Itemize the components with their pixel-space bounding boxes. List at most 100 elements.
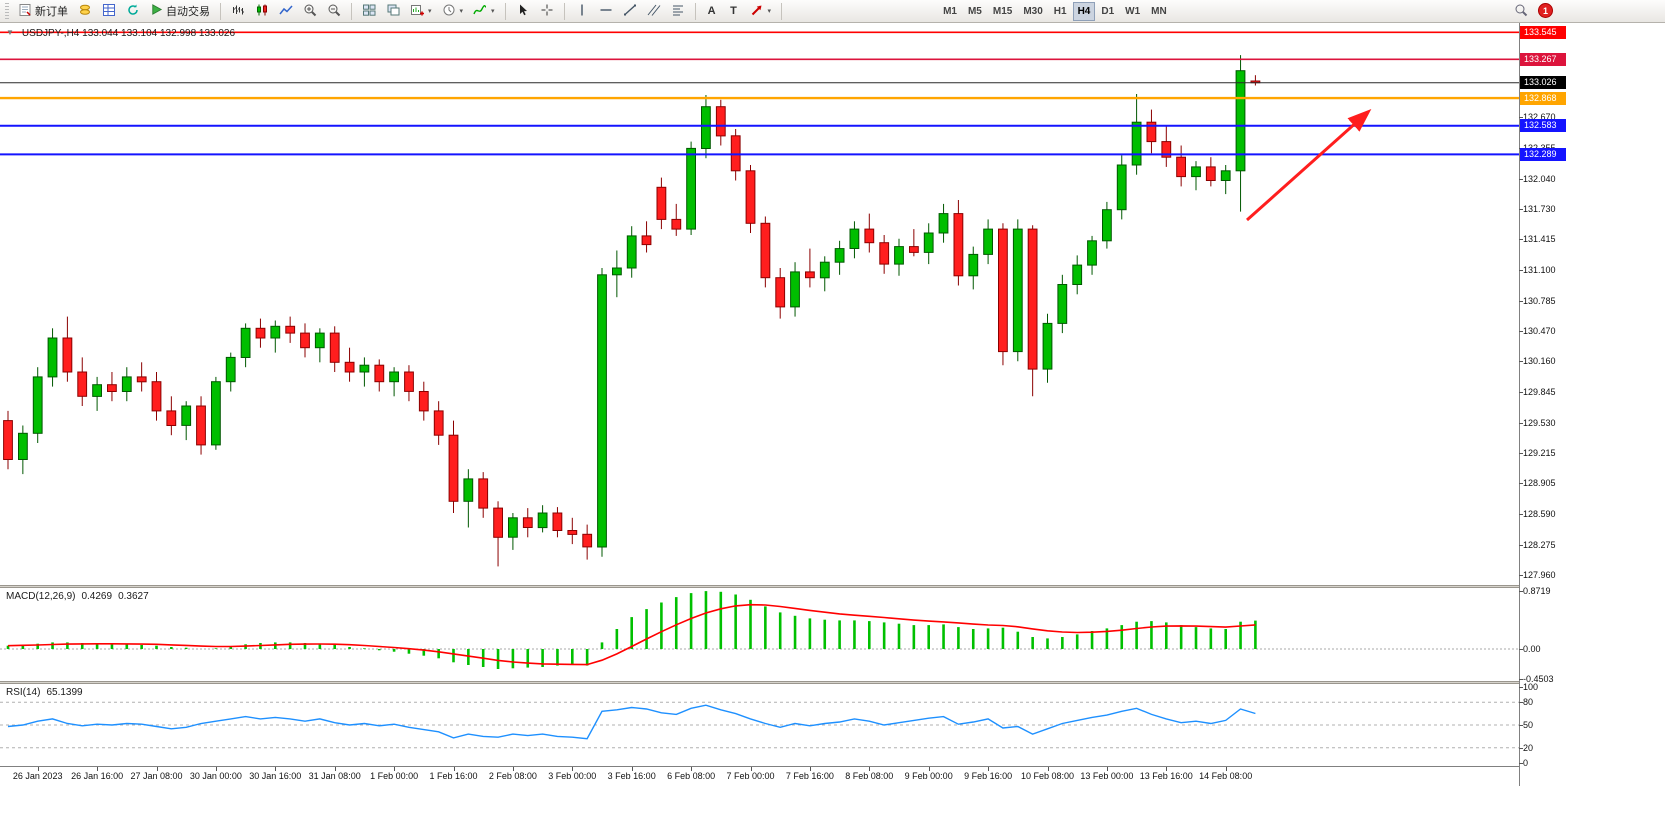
price-scale-label: 128.275 (1523, 539, 1556, 550)
time-axis[interactable]: 26 Jan 2023 26 Jan 16:00 27 Jan 08:00 30 Ja… (0, 766, 1519, 786)
toolbar-separator (694, 2, 696, 20)
channel-tool-button[interactable] (643, 2, 665, 21)
candle-body (849, 228, 860, 250)
indicators-icon (473, 3, 487, 20)
time-axis-tick (394, 767, 396, 771)
vertical-line-tool-button[interactable] (571, 2, 593, 21)
candle-body (612, 267, 622, 276)
hline-price-label[interactable]: 132.583 (1520, 119, 1566, 133)
price-scale-label: 131.415 (1523, 234, 1556, 245)
new-order-icon (18, 3, 32, 20)
rsi-axis-tick (1519, 725, 1523, 726)
zoom-out-button[interactable] (323, 2, 345, 21)
candle-body (151, 381, 162, 412)
pane-resize-separator[interactable] (0, 585, 1519, 588)
text-label-tool-button[interactable]: T (724, 2, 744, 21)
zoom-in-button[interactable] (299, 2, 321, 21)
timeframe-w1-button[interactable]: W1 (1120, 2, 1145, 21)
notification-badge[interactable]: 1 (1538, 3, 1553, 18)
toolbar-grip[interactable] (5, 3, 9, 19)
candle-body (1087, 240, 1097, 266)
cascade-windows-button[interactable] (382, 2, 404, 21)
price-scale-label: 131.100 (1523, 264, 1556, 275)
time-axis-label: 30 Jan 16:00 (249, 771, 302, 781)
price-scale-label: 128.905 (1523, 478, 1556, 489)
time-axis-tick (928, 767, 930, 771)
hline-price-label[interactable]: 132.289 (1520, 147, 1566, 161)
chart-title-row: ▼ USDJPY-,H4 133.044 133.104 132.998 133… (6, 28, 235, 39)
rsi-indicator-pane[interactable] (0, 684, 1519, 766)
line-chart-mode-button[interactable] (275, 2, 297, 21)
new-chart-button[interactable]: ▾ (406, 2, 436, 21)
hline-price-label[interactable]: 133.545 (1520, 25, 1566, 39)
timeframe-h4-button[interactable]: H4 (1072, 1, 1096, 21)
timeframe-h1-button[interactable]: H1 (1049, 2, 1072, 21)
crosshair-tool-button[interactable] (536, 2, 558, 21)
candle-body (1161, 141, 1172, 158)
time-axis-label: 1 Feb 00:00 (370, 771, 419, 781)
candle-body (448, 434, 459, 502)
text-tool-button[interactable]: A (702, 2, 722, 21)
tile-windows-button[interactable] (358, 2, 380, 21)
time-axis-tick (572, 767, 574, 771)
candle-body (909, 246, 919, 253)
profiles-button[interactable]: ▾ (438, 2, 468, 21)
hline-price-label[interactable]: 132.868 (1520, 91, 1566, 105)
one-click-trading-toggle-icon[interactable]: ▼ (6, 28, 14, 37)
chart-window: 26 Jan 2023 26 Jan 16:00 27 Jan 08:00 30 Ja… (0, 23, 1665, 836)
hline-price-label[interactable]: 133.267 (1520, 52, 1566, 66)
candle-body (1116, 164, 1127, 211)
candle-body (597, 274, 607, 548)
candle-body (300, 332, 310, 349)
dropdown-caret-icon: ▾ (491, 8, 495, 15)
navigator-button[interactable] (122, 2, 144, 21)
horizontal-line-tool-button[interactable] (595, 2, 617, 21)
timeframe-m15-button[interactable]: M15 (988, 2, 1017, 21)
candle-body (1027, 228, 1038, 370)
macd-indicator-pane[interactable] (0, 588, 1519, 681)
trend-arrow-object[interactable] (1246, 109, 1372, 222)
time-axis-tick (1106, 767, 1108, 771)
cursor-tool-button[interactable] (512, 2, 534, 21)
search-button[interactable] (1510, 2, 1532, 21)
candle-body (923, 232, 934, 253)
timeframe-d1-button[interactable]: D1 (1096, 2, 1119, 21)
refresh-icon (126, 3, 140, 20)
main-price-chart[interactable] (0, 23, 1519, 585)
macd-axis-label: -0.4503 (1523, 673, 1554, 684)
candle-body (329, 332, 340, 363)
autotrading-button[interactable]: 自动交易 (146, 2, 214, 21)
time-axis-label: 7 Feb 16:00 (785, 771, 834, 781)
macd-axis-tick (1519, 649, 1523, 650)
candle-body (879, 242, 890, 265)
timeframe-mn-button[interactable]: MN (1146, 2, 1172, 21)
price-scale-label: 128.590 (1523, 508, 1556, 519)
candlestick-mode-button[interactable] (251, 2, 273, 21)
candle-body (285, 325, 296, 334)
timeframe-m30-button[interactable]: M30 (1018, 2, 1047, 21)
bar-chart-mode-button[interactable] (227, 2, 249, 21)
candle-body (166, 410, 177, 426)
candle-body (790, 271, 800, 308)
pane-resize-separator[interactable] (0, 681, 1519, 684)
candle-body (998, 228, 1008, 353)
fibonacci-tool-button[interactable] (667, 2, 689, 21)
timeframe-m1-button[interactable]: M1 (938, 2, 962, 21)
candle-body (32, 376, 43, 434)
rsi-line (7, 704, 1256, 740)
candle-body (641, 235, 652, 246)
new-order-button[interactable]: 新订单 (14, 2, 72, 21)
vertical-line-icon (575, 3, 589, 20)
timeframe-toolbar: M1 M5 M15 M30 H1 H4 D1 W1 MN (938, 1, 1172, 21)
candle-body (404, 371, 414, 392)
market-watch-button[interactable] (98, 2, 120, 21)
timeframe-m5-button[interactable]: M5 (963, 2, 987, 21)
symbols-button[interactable] (74, 2, 96, 21)
dropdown-caret-icon: ▾ (459, 8, 464, 15)
indicators-button[interactable]: ▾ (469, 2, 499, 21)
trendline-tool-button[interactable] (619, 2, 641, 21)
arrow-objects-button[interactable]: ▾ (746, 2, 776, 21)
candle-body (745, 170, 756, 224)
rsi-axis-tick (1519, 687, 1523, 688)
time-axis-tick (275, 767, 277, 771)
